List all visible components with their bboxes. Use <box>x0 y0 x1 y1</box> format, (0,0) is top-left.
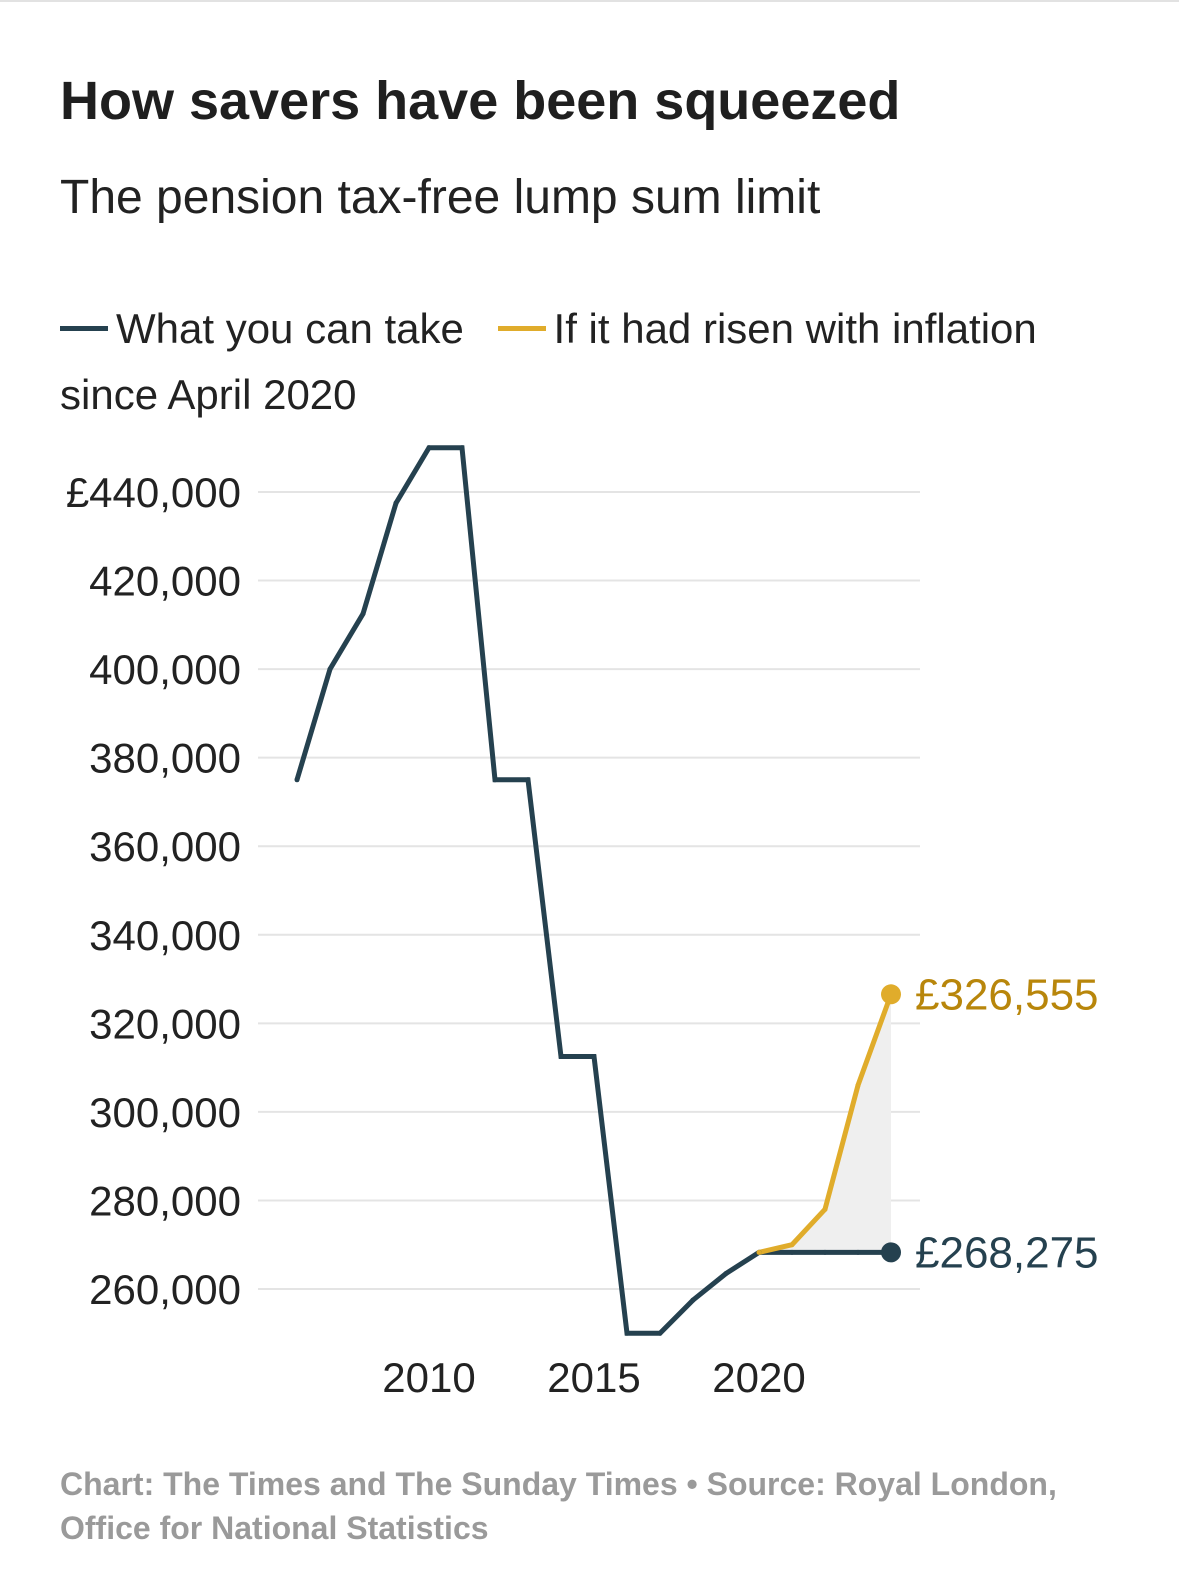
footer-credit: Chart: The Times and The Sunday Times <box>60 1466 678 1502</box>
top-rule <box>0 0 1179 2</box>
end-label-inflation: £326,555 <box>915 970 1099 1019</box>
y-tick-label: 420,000 <box>89 558 241 605</box>
inflation-gap-area <box>759 994 891 1253</box>
legend-label-inflation: If it had risen with inflation since Apr… <box>60 305 1037 418</box>
y-tick-label: 340,000 <box>89 912 241 959</box>
y-tick-label: 260,000 <box>89 1266 241 1313</box>
footer-source: Source: Royal London, Office for Nationa… <box>60 1466 1057 1546</box>
y-axis-ticks: 260,000 280,000 300,000 320,000 340,000 360,0… <box>66 469 241 1313</box>
data-point-what-you-can-take <box>624 1330 630 1336</box>
data-point-what-you-can-take <box>558 1054 564 1060</box>
y-tick-label: 380,000 <box>89 735 241 782</box>
footer-separator: • <box>686 1466 698 1502</box>
data-point-what-you-can-take <box>789 1249 795 1255</box>
data-point-what-you-can-take <box>591 1054 597 1060</box>
line-chart: 260,000 280,000 300,000 320,000 340,000 360,0… <box>66 445 1099 1401</box>
y-tick-label: 360,000 <box>89 823 241 870</box>
x-axis-ticks: 2010 2015 2020 <box>382 1354 805 1401</box>
x-tick-label: 2020 <box>712 1354 805 1401</box>
x-tick-label: 2015 <box>547 1354 640 1401</box>
legend-swatch-what-you-can-take <box>60 326 108 332</box>
data-point-what-you-can-take <box>855 1249 861 1255</box>
data-point-what-you-can-take <box>426 445 432 451</box>
data-point-what-you-can-take <box>525 777 531 783</box>
x-tick-label: 2010 <box>382 1354 475 1401</box>
chart-subtitle: The pension tax-free lump sum limit <box>60 171 821 224</box>
data-point-what-you-can-take <box>492 777 498 783</box>
y-tick-label: 280,000 <box>89 1177 241 1224</box>
data-point-what-you-can-take <box>690 1297 696 1303</box>
y-tick-label: 300,000 <box>89 1089 241 1136</box>
legend-label-what-you-can-take: What you can take <box>116 305 464 352</box>
end-dot-inflation <box>881 984 901 1005</box>
data-point-what-you-can-take <box>327 666 333 672</box>
end-label-what-you-can-take: £268,275 <box>915 1228 1099 1277</box>
data-point-inflation <box>822 1206 828 1212</box>
data-point-what-you-can-take <box>360 611 366 617</box>
data-point-what-you-can-take <box>822 1249 828 1255</box>
legend-item-what-you-can-take: What you can take <box>60 296 464 362</box>
y-tick-label: 320,000 <box>89 1000 241 1047</box>
y-tick-label: £440,000 <box>66 469 241 516</box>
data-point-what-you-can-take <box>723 1271 729 1277</box>
y-tick-label: 400,000 <box>89 646 241 693</box>
data-point-inflation <box>789 1242 795 1248</box>
footer: Chart: The Times and The Sunday Times • … <box>60 1462 1140 1550</box>
data-point-what-you-can-take <box>657 1330 663 1336</box>
end-dot-what-you-can-take <box>881 1242 901 1263</box>
series-points <box>294 445 894 1336</box>
data-point-what-you-can-take <box>459 445 465 451</box>
legend-swatch-inflation <box>497 326 546 332</box>
chart-title: How savers have been squeezed <box>60 71 901 131</box>
data-point-what-you-can-take <box>294 777 300 783</box>
data-point-inflation <box>756 1249 762 1255</box>
data-point-what-you-can-take <box>393 500 399 506</box>
legend: What you can take If it had risen with i… <box>60 296 1130 428</box>
legend-item-inflation: If it had risen with inflation since Apr… <box>60 305 1037 418</box>
data-point-inflation <box>855 1082 861 1088</box>
gridlines <box>258 491 920 1290</box>
